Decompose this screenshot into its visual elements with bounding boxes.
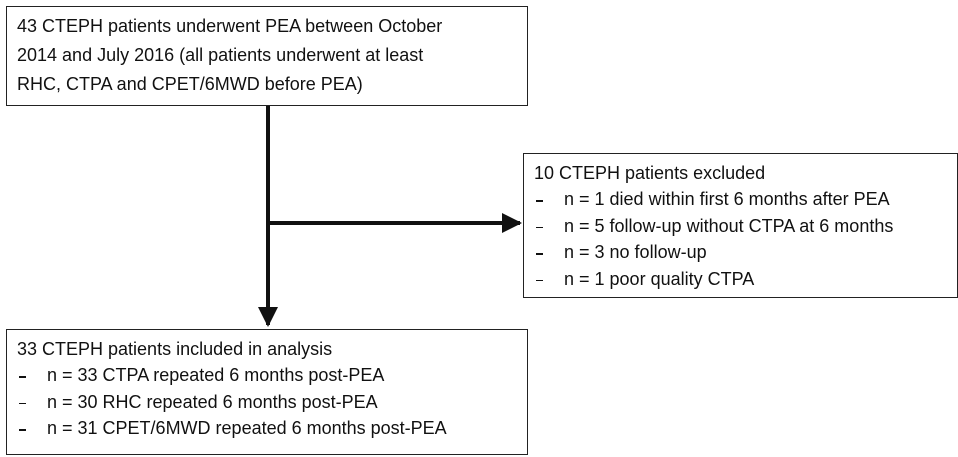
list-item: n = 1 died within first 6 months after P… [564, 189, 890, 209]
bullet-dash [19, 402, 26, 404]
text-line: 43 CTEPH patients underwent PEA between … [17, 16, 443, 36]
list-item: n = 30 RHC repeated 6 months post-PEA [47, 391, 378, 412]
list-item: n = 31 CPET/6MWD repeated 6 months post-… [47, 418, 447, 438]
bullet-dash [536, 200, 543, 202]
box-title: 10 CTEPH patients excluded [534, 163, 766, 183]
start-box: 43 CTEPH patients underwent PEA between … [6, 6, 528, 106]
list-item: n = 5 follow-up without CTPA at 6 months [564, 215, 894, 236]
list-item: n = 33 CTPA repeated 6 months post-PEA [47, 365, 385, 385]
text-line: RHC, CTPA and CPET/6MWD before PEA) [17, 74, 363, 94]
bullet-dash [536, 253, 543, 255]
bullet-dash [536, 279, 543, 281]
bullet-dash [19, 376, 26, 378]
bullet-dash [19, 429, 26, 431]
bullet-dash [536, 226, 543, 228]
box-title: 33 CTEPH patients included in analysis [17, 339, 333, 359]
list-item: n = 3 no follow-up [564, 242, 707, 262]
text-line: 2014 and July 2016 (all patients underwe… [17, 45, 424, 65]
list-item: n = 1 poor quality CTPA [564, 268, 755, 289]
excluded-box: 10 CTEPH patients excluded n = 1 died wit… [523, 153, 958, 298]
included-box: 33 CTEPH patients included in analysis n … [6, 329, 528, 455]
